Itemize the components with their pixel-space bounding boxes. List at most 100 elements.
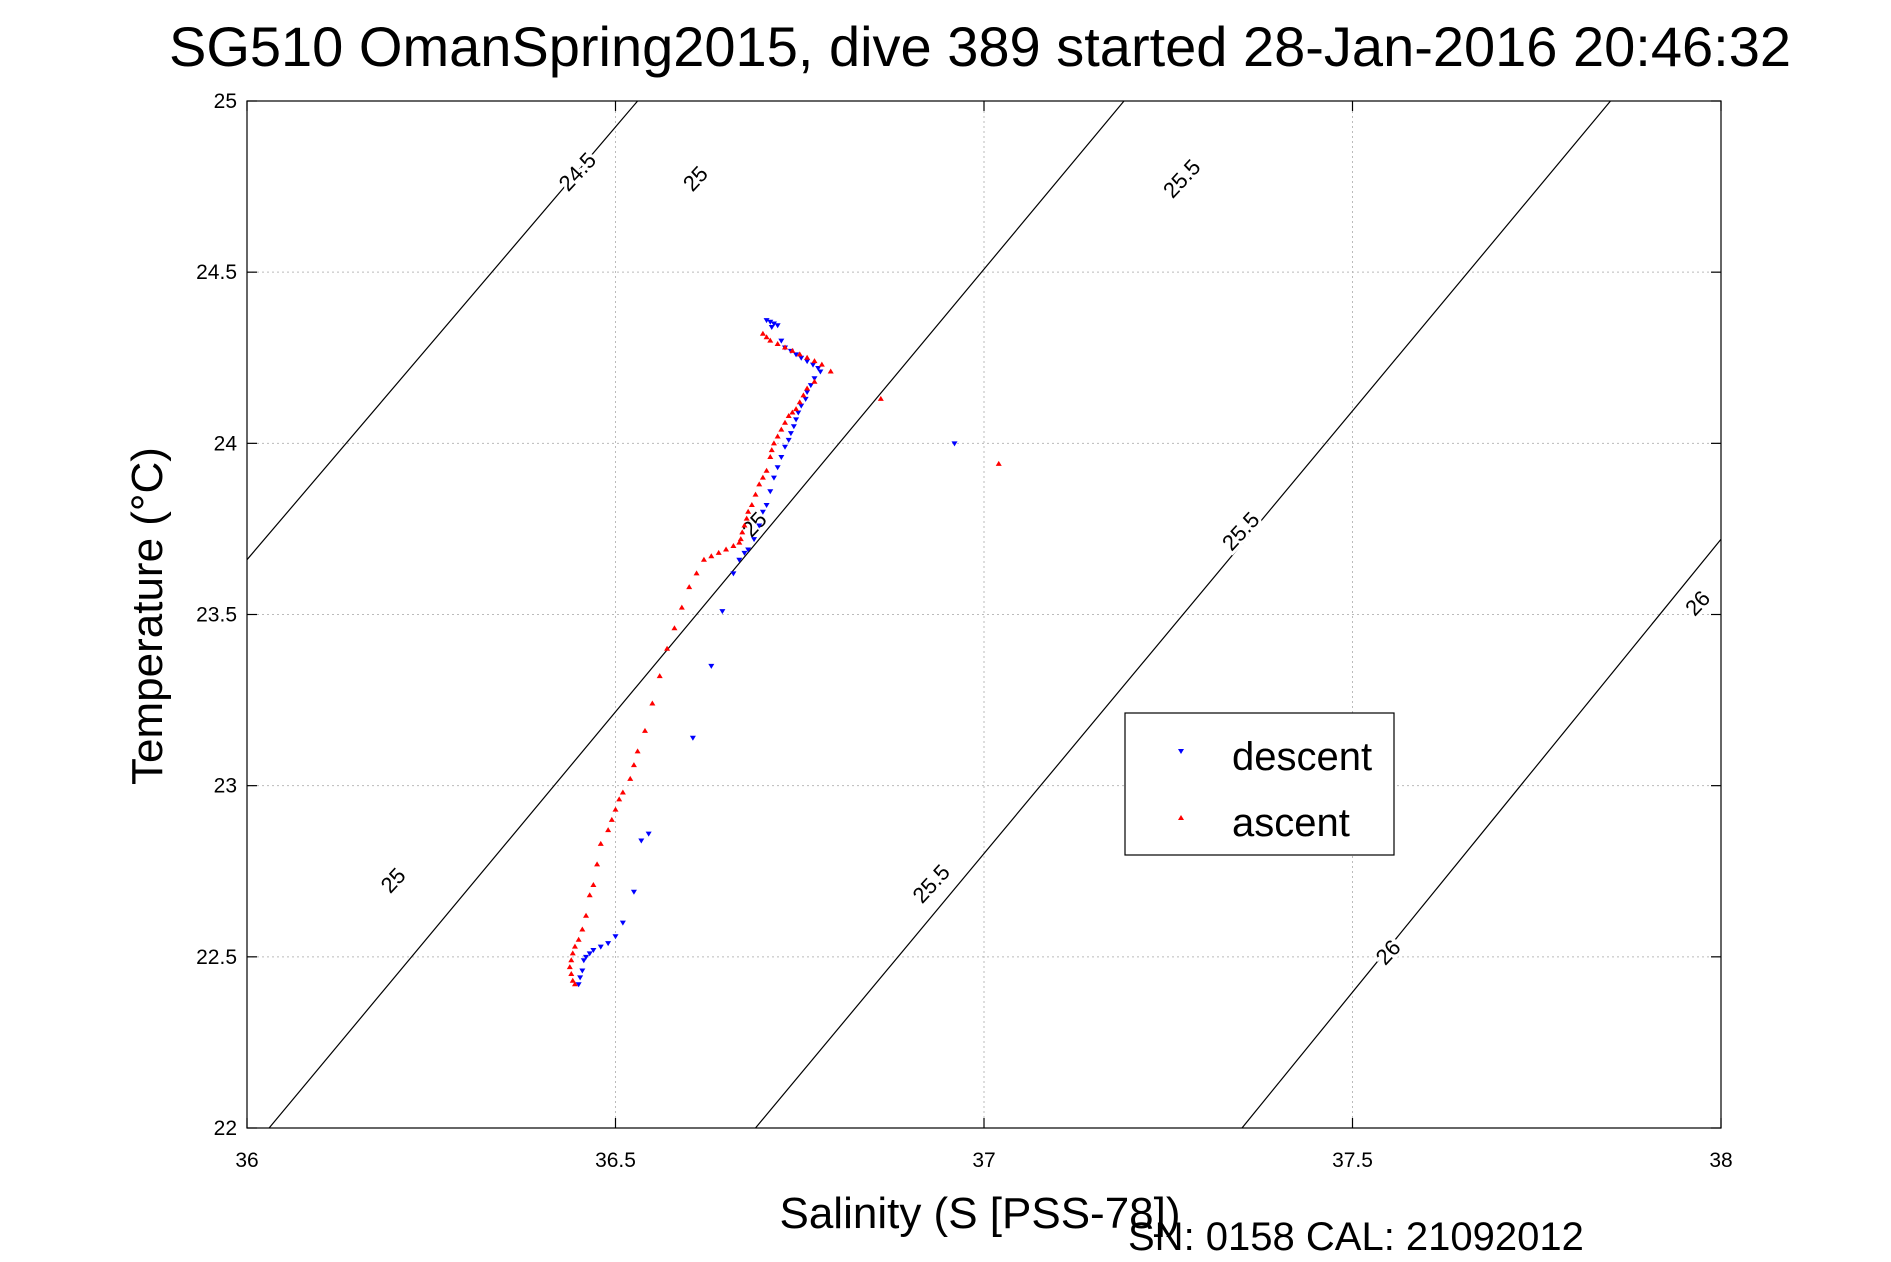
ascent-point	[597, 840, 604, 846]
ascent-point	[723, 546, 730, 552]
ascent-point	[782, 344, 789, 350]
descent-point	[575, 982, 582, 988]
descent-point	[619, 920, 626, 926]
descent-point	[763, 502, 770, 508]
y-tick-label: 23.5	[196, 604, 237, 627]
contour-labels: 24.5 25 25 25 25.5 25.5 25.5 26 26	[373, 145, 1718, 973]
descent-point	[778, 455, 785, 461]
ascent-point	[804, 385, 811, 391]
descent-point	[577, 975, 584, 981]
descent-point	[774, 323, 781, 329]
descent-point	[782, 444, 789, 450]
density-contour	[268, 100, 1125, 1129]
ascent-point	[768, 447, 775, 453]
descent-point	[751, 537, 758, 543]
x-axis-label: Salinity (S [PSS-78])	[779, 1189, 1180, 1238]
descent-point	[778, 338, 785, 344]
contour-label: 25.5	[907, 860, 954, 908]
ascent-point	[778, 426, 785, 432]
ascent-point	[759, 474, 766, 480]
chart-title: SG510 OmanSpring2015, dive 389 started 2…	[169, 15, 1791, 78]
x-tick-label: 37.5	[1332, 1149, 1373, 1172]
y-tick-label: 22.5	[196, 946, 237, 969]
ascent-point	[763, 334, 770, 340]
density-contour	[246, 100, 639, 561]
density-contour	[755, 100, 1611, 1129]
ascent-point	[700, 556, 707, 562]
legend-marker-descent	[1178, 749, 1184, 754]
descent-point	[951, 441, 958, 447]
ascent-point	[568, 970, 575, 976]
x-tick-label: 37	[972, 1149, 995, 1172]
data-points	[566, 318, 1002, 988]
ascent-point	[745, 508, 752, 514]
ascent-point	[671, 625, 678, 631]
contour-label: 25.5	[1158, 154, 1205, 202]
density-contours	[246, 100, 1722, 1129]
ascent-point	[811, 358, 818, 364]
descent-point	[708, 663, 715, 669]
ascent-point	[767, 337, 774, 343]
descent-point	[817, 369, 824, 375]
descent-point	[590, 947, 597, 953]
x-tick-label: 38	[1709, 1149, 1732, 1172]
ascent-point	[995, 460, 1002, 466]
ascent-point	[594, 861, 601, 867]
ascent-point	[569, 977, 576, 983]
x-tick-label: 36.5	[595, 1149, 636, 1172]
ascent-point	[630, 762, 637, 768]
ascent-point	[586, 892, 593, 898]
ascent-point	[767, 454, 774, 460]
descent-point	[741, 550, 748, 556]
grid	[246, 100, 1722, 1129]
ascent-point	[804, 354, 811, 360]
ascent-point	[737, 536, 744, 542]
descent-point	[768, 324, 775, 330]
descent-point	[689, 735, 696, 741]
ascent-point	[818, 361, 825, 367]
descent-point	[638, 838, 645, 844]
ascent-point	[619, 789, 626, 795]
ascent-point	[708, 553, 715, 559]
ascent-point	[741, 522, 748, 528]
contour-label: 25	[737, 507, 772, 542]
descent-point	[787, 431, 794, 437]
ascent-point	[877, 395, 884, 401]
descent-point	[583, 954, 590, 960]
descent-point	[605, 941, 612, 947]
serial-calibration-footer: SN: 0158 CAL: 21092012	[1128, 1215, 1584, 1259]
ascent-point	[796, 399, 803, 405]
ascent-point	[739, 529, 746, 535]
descent-point	[756, 523, 763, 529]
y-axis-label: Temperature (°C)	[123, 447, 172, 785]
descent-point	[612, 934, 619, 940]
ascent-point	[759, 330, 766, 336]
descent-point	[802, 396, 809, 402]
descent-point	[767, 319, 774, 325]
ascent-point	[736, 539, 743, 545]
ascent-point	[730, 543, 737, 549]
descent-point	[795, 410, 802, 416]
descent-point	[798, 355, 805, 361]
descent-point	[719, 609, 726, 615]
ascent-point	[789, 409, 796, 415]
x-tick-label: 36	[235, 1149, 258, 1172]
ascent-point	[743, 515, 750, 521]
ascent-point	[774, 433, 781, 439]
descent-point	[793, 352, 800, 358]
ascent-point	[575, 936, 582, 942]
descent-point	[759, 509, 766, 515]
descent-point	[630, 889, 637, 895]
y-tick-label: 24.5	[196, 261, 237, 284]
ascent-point	[571, 981, 578, 987]
ascent-point	[796, 351, 803, 357]
descent-point	[645, 831, 652, 837]
axis-ticks: 36 36.5 37 37.5 38 22 22.5 23 23.5 24 24.5 25	[196, 90, 1733, 1172]
descent-point	[763, 318, 770, 324]
ascent-point	[789, 347, 796, 353]
contour-label: 26	[1680, 586, 1715, 621]
legend-marker-ascent	[1178, 815, 1184, 820]
legend-box	[1124, 712, 1395, 856]
ascent-point	[656, 673, 663, 679]
ascent-point	[686, 584, 693, 590]
